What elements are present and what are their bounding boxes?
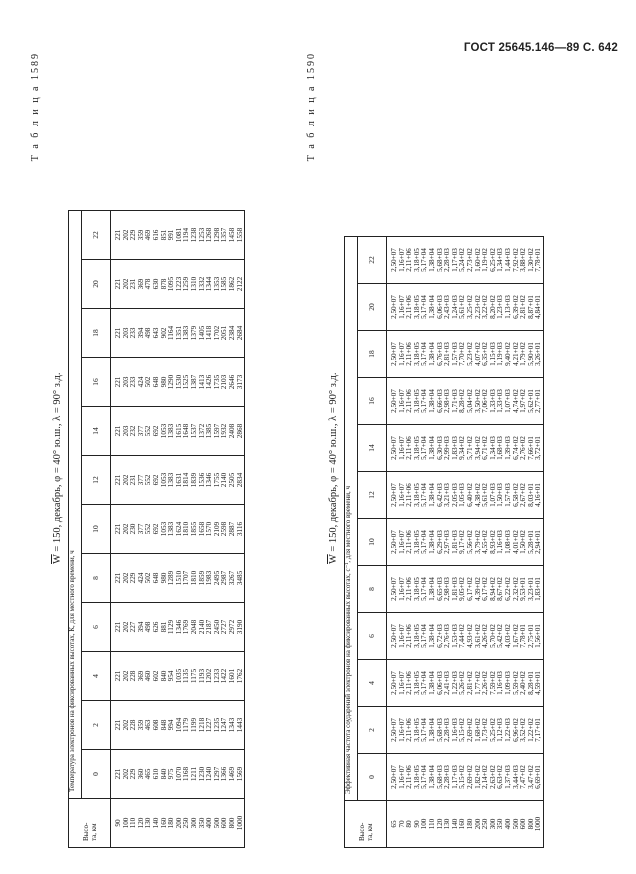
hour-header: 6 xyxy=(357,612,387,660)
hour-header: 18 xyxy=(81,308,111,358)
hour-header: 14 xyxy=(81,406,111,456)
height-column-header: Высо- та, км xyxy=(68,798,111,848)
hour-header: 20 xyxy=(357,283,387,331)
table-cell: 4,16+01 xyxy=(534,483,543,507)
table-cell: 1762 xyxy=(235,668,244,684)
table-cell: 3,72+01 xyxy=(534,436,543,460)
hours-header-row: 0 2 4 6 8 10 12 14 16 18 20 22 xyxy=(81,210,111,848)
hour-header: 10 xyxy=(81,504,111,554)
super-header: Эффективная частота соударений электроно… xyxy=(344,236,358,801)
hour-header: 6 xyxy=(81,602,111,652)
hour-header: 12 xyxy=(357,471,387,519)
table-cell: 6,69+01 xyxy=(534,765,543,789)
value-column: 221 202 228 359 463 608 848 994 1094 1179 1199 1218… xyxy=(110,700,245,750)
table-title: Т а б л и ц а 1590 xyxy=(306,52,317,162)
value-column: 221 202 227 394 498 626 881 1129 1346 1769 2048 214… xyxy=(110,602,245,652)
hour-header: 22 xyxy=(81,210,111,260)
hour-header: 22 xyxy=(357,236,387,284)
hour-header: 12 xyxy=(81,455,111,505)
table-cell: 2122 xyxy=(235,276,244,292)
hour-header: 4 xyxy=(357,659,387,707)
value-column: 2,50+07 1,16+07 2,11+06 3,18+05 5,17+04 1,38+… xyxy=(386,283,544,331)
table-cell: 1,83+01 xyxy=(534,577,543,601)
caption-text: = 150, декабрь, φ = 40° ю.ш., λ = 90° з.… xyxy=(52,372,63,555)
hour-header: 10 xyxy=(357,518,387,566)
value-column: 2,50+07 1,16+07 2,11+06 3,18+05 5,17+04 1,38+… xyxy=(386,518,544,566)
table-cell: 2834 xyxy=(235,472,244,488)
data-table-1589: Высо- та, км Температура электронов на ф… xyxy=(68,210,245,848)
table-cell: 7,78+01 xyxy=(534,248,543,272)
table-cell: 4,84+01 xyxy=(534,295,543,319)
table-cell: 1443 xyxy=(235,717,244,733)
value-column: 2,50+07 1,16+07 2,11+06 3,18+05 5,17+04 1,38+… xyxy=(386,236,544,284)
table-cell: 3173 xyxy=(235,374,244,390)
value-column: 221 203 232 377 552 692 1053 1383 1615 1648 1537 13… xyxy=(110,406,245,456)
table-cell: 1,56+01 xyxy=(534,624,543,648)
caption-text: = 150, декабрь, φ = 40° ю.ш., λ = 90° з.… xyxy=(328,372,339,555)
height-cell: 1000 xyxy=(534,816,543,832)
super-header: Температура электронов на фиксированных … xyxy=(68,210,82,799)
value-column: 2,50+07 1,16+07 2,11+06 3,18+05 5,17+04 1,38+… xyxy=(386,565,544,613)
table-caption: W = 150, декабрь, φ = 40° ю.ш., λ = 90° … xyxy=(52,373,63,564)
value-column: 221 202 230 377 552 692 1053 1383 1624 1810 1855 16… xyxy=(110,504,245,554)
hour-header: 0 xyxy=(357,753,387,801)
value-column: 2,50+07 1,16+07 2,11+06 3,18+05 5,17+04 1,38+… xyxy=(386,330,544,378)
value-column: 2,50+07 1,16+07 2,11+06 3,18+05 5,17+04 1,38+… xyxy=(386,706,544,754)
height-cell: 1000 xyxy=(235,815,244,831)
hour-header: 8 xyxy=(81,553,111,603)
rotated-page-content: Т а б л и ц а 1589 W = 150, декабрь, φ =… xyxy=(0,34,636,874)
hour-header: 14 xyxy=(357,424,387,472)
hour-header: 16 xyxy=(357,377,387,425)
hour-header: 20 xyxy=(81,259,111,309)
hour-header: 2 xyxy=(81,700,111,750)
hour-header: 18 xyxy=(357,330,387,378)
table-cell: 1569 xyxy=(235,766,244,782)
hours-header-row: 0 2 4 6 8 10 12 14 16 18 20 22 xyxy=(357,236,387,848)
value-column: 221 203 233 394 498 643 902 1164 1351 1383 1379 140… xyxy=(110,308,245,358)
value-column: 2,50+07 1,16+07 2,11+06 3,18+05 5,17+04 1,38+… xyxy=(386,659,544,707)
table-cell: 7,17+01 xyxy=(534,718,543,742)
value-column: 221 202 229 360 465 610 840 975 1070 1168 1211 1230… xyxy=(110,749,245,799)
table-title: Т а б л и ц а 1589 xyxy=(30,52,41,162)
hour-header: 2 xyxy=(357,706,387,754)
table-cell: 2,77+01 xyxy=(534,389,543,413)
table-cell: 1558 xyxy=(235,227,244,243)
table-cell: 2868 xyxy=(235,423,244,439)
value-column: 221 202 229 424 502 648 980 1289 1510 1707 1810 185… xyxy=(110,553,245,603)
caption-w: W xyxy=(328,554,339,564)
table-cell: 2,94+01 xyxy=(534,530,543,554)
height-values-column: 65 70 80 90 100 110 120 130 140 160 180 200 250 300 35… xyxy=(386,800,544,848)
table-cell: 4,59+01 xyxy=(534,671,543,695)
data-table-1590: Высо- та, км Эффективная частота соударе… xyxy=(344,236,544,848)
height-column-header: Высо- та, км xyxy=(344,800,387,848)
hour-header: 4 xyxy=(81,651,111,701)
table-cell: 3116 xyxy=(235,521,244,537)
table-cell: 3,26+01 xyxy=(534,342,543,366)
value-column: 221 202 231 377 552 692 1053 1383 1631 1814 1839 15… xyxy=(110,455,245,505)
hour-header: 16 xyxy=(81,357,111,407)
value-column: 221 202 229 359 469 616 851 991 1081 1194 1238 1253… xyxy=(110,210,245,260)
value-column: 2,50+07 1,16+07 2,11+06 3,18+05 5,17+04 1,38+… xyxy=(386,424,544,472)
page-header: ГОСТ 25645.146—89 С. 642 xyxy=(463,42,618,54)
value-column: 221 202 231 369 478 630 878 1095 1223 1259 1310 133… xyxy=(110,259,245,309)
value-column: 2,50+07 1,16+07 2,11+06 3,18+05 5,17+04 1,38+… xyxy=(386,753,544,801)
value-column: 2,50+07 1,16+07 2,11+06 3,18+05 5,17+04 1,38+… xyxy=(386,377,544,425)
height-values-column: 90 100 110 120 130 140 160 180 200 250 300 350 400 50… xyxy=(110,798,245,848)
value-column: 221 203 233 424 502 648 980 1290 1530 1525 1387 141… xyxy=(110,357,245,407)
table-cell: 2684 xyxy=(235,325,244,341)
value-column: 221 202 228 369 460 602 840 954 1035 1135 1175 1193… xyxy=(110,651,245,701)
table-cell: 3485 xyxy=(235,570,244,586)
hour-header: 0 xyxy=(81,749,111,799)
value-column: 2,50+07 1,16+07 2,11+06 3,18+05 5,17+04 1,38+… xyxy=(386,471,544,519)
value-column: 2,50+07 1,16+07 2,11+06 3,18+05 5,17+04 1,38+… xyxy=(386,612,544,660)
caption-w: W xyxy=(52,554,63,564)
table-body-row: 90 100 110 120 130 140 160 180 200 250 300 350 400 50… xyxy=(110,210,245,848)
table-body-row: 65 70 80 90 100 110 120 130 140 160 180 200 250 300 35… xyxy=(386,236,544,848)
hour-header: 8 xyxy=(357,565,387,613)
table-cell: 3190 xyxy=(235,619,244,635)
table-caption: W = 150, декабрь, φ = 40° ю.ш., λ = 90° … xyxy=(328,373,339,564)
